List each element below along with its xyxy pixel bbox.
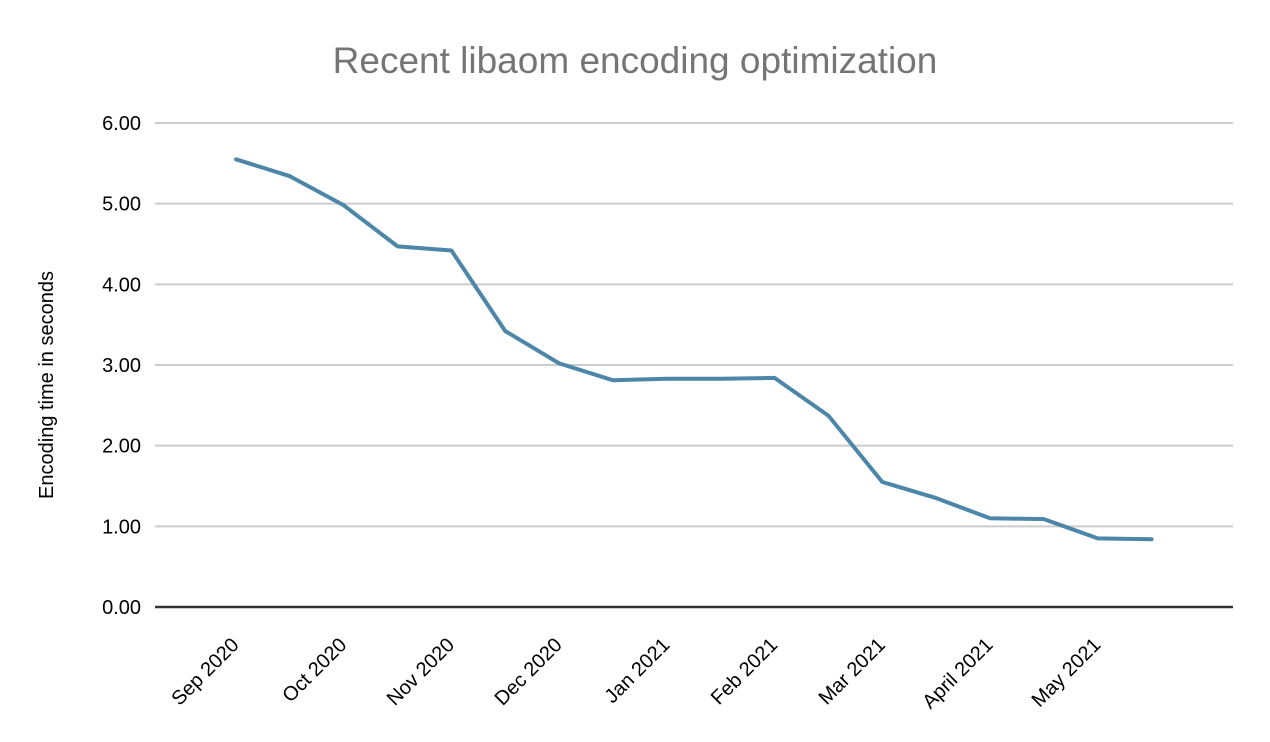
y-tick-label: 5.00	[102, 194, 141, 216]
x-tick-label: May 2021	[1028, 634, 1106, 712]
x-tick-label: Oct 2020	[278, 634, 351, 707]
y-tick-label: 6.00	[102, 113, 141, 135]
x-tick-label: Mar 2021	[815, 634, 890, 709]
data-line-encoding-time	[234, 157, 1154, 542]
chart-title: Recent libaom encoding optimization	[332, 40, 938, 81]
y-tick-label: 1.00	[102, 516, 141, 538]
y-tick-label: 0.00	[102, 597, 141, 619]
x-tick-label: Dec 2020	[491, 634, 567, 710]
x-tick-label: Sep 2020	[167, 634, 243, 710]
x-tick-label: Feb 2021	[707, 634, 782, 709]
x-tick-label: April 2021	[918, 634, 997, 713]
y-tick-label: 4.00	[102, 274, 141, 296]
y-tick-label: 3.00	[102, 355, 141, 377]
x-tick-label: Jan 2021	[601, 634, 675, 708]
y-axis-title: Encoding time in seconds	[36, 271, 58, 499]
x-tick-label: Nov 2020	[383, 634, 459, 710]
y-tick-label: 2.00	[102, 436, 141, 458]
